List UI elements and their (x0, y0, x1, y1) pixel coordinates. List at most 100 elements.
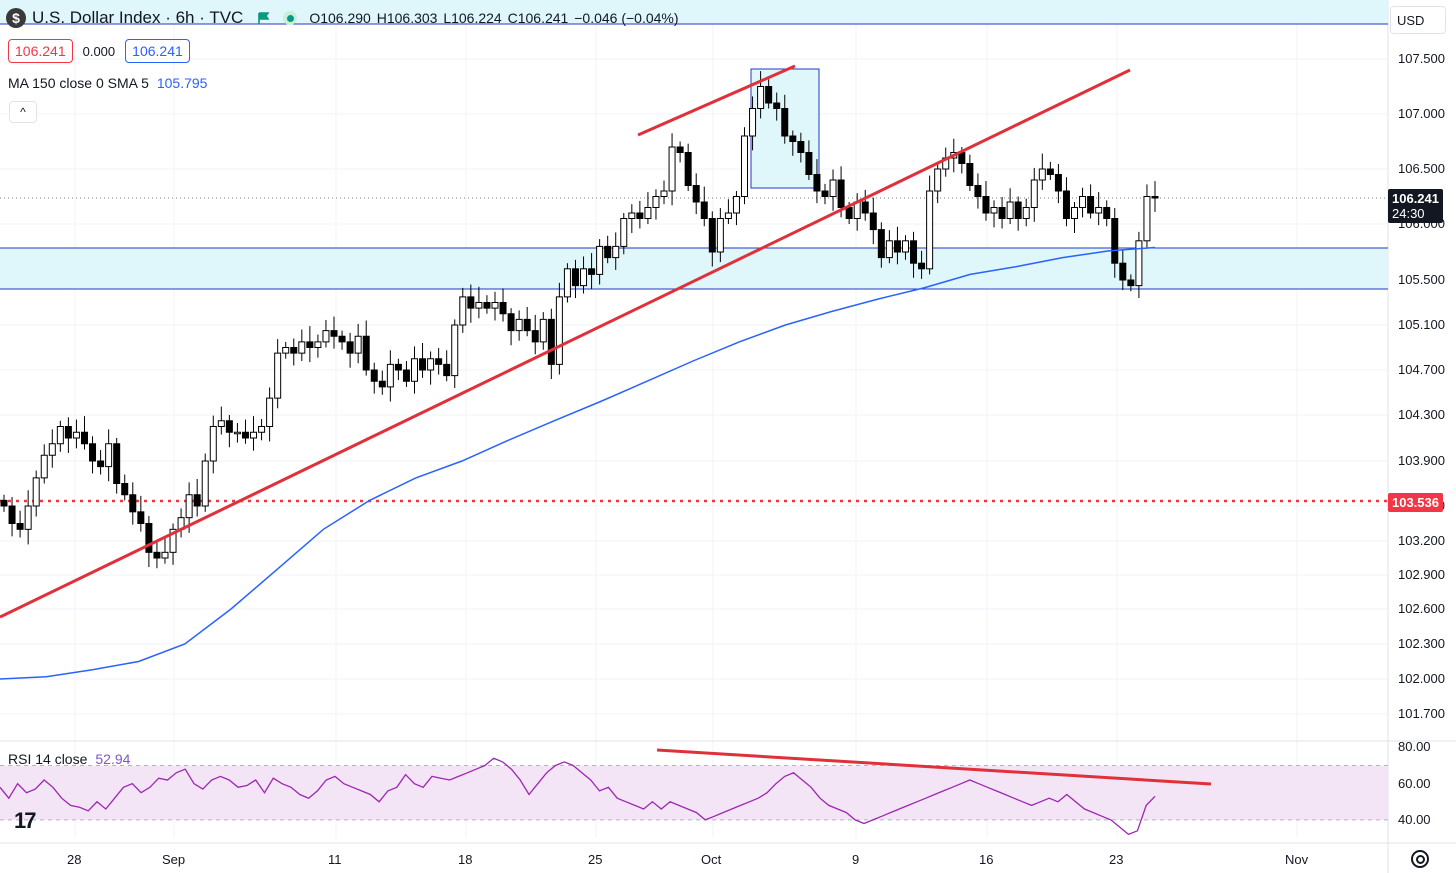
candle-body (491, 302, 499, 309)
candle-body (1046, 168, 1054, 175)
candle-body (290, 347, 298, 354)
candle-body (676, 146, 684, 153)
time-tick-label: 11 (328, 852, 342, 867)
candle-body (757, 86, 765, 109)
price-tick-label: 103.900 (1398, 453, 1445, 468)
candle-body (410, 358, 418, 382)
price-tick-label: 104.300 (1398, 407, 1445, 422)
time-tick-label: 9 (852, 852, 860, 867)
candle-body (1151, 196, 1159, 199)
candle-body (596, 245, 604, 275)
collapse-legend-button[interactable]: ^ (9, 101, 37, 123)
flag-icon[interactable] (257, 11, 271, 25)
current-price-value: 106.241 (1392, 191, 1439, 206)
candle-body (394, 363, 402, 371)
candle-body (105, 443, 113, 468)
candle-body (153, 551, 161, 559)
gear-icon[interactable] (1411, 850, 1429, 868)
tradingview-logo-icon[interactable]: 17 (14, 808, 37, 833)
time-tick-label: 16 (979, 852, 994, 867)
rsi-label: RSI 14 close (8, 751, 88, 767)
candle-body (24, 505, 32, 530)
ma-value: 105.795 (156, 75, 208, 91)
candle-body (209, 426, 217, 462)
candle-body (781, 108, 789, 137)
candle-body (765, 86, 773, 104)
candle-body (113, 443, 121, 484)
market-status-icon[interactable] (283, 11, 298, 25)
candle-body (885, 240, 893, 259)
buy-price-button[interactable]: 106.241 (125, 39, 190, 63)
bid-ask-row: 106.241 0.000 106.241 (8, 39, 190, 63)
ma-indicator-legend[interactable]: MA 150 close 0 SMA 5 105.795 (8, 75, 207, 91)
candle-body (749, 108, 757, 137)
candle-body (161, 551, 169, 559)
price-tick-label: 103.200 (1398, 533, 1445, 548)
candle-body (789, 135, 797, 142)
header-band (0, 0, 1388, 24)
candle-body (8, 505, 16, 524)
candle-body (1143, 196, 1151, 242)
candle-body (233, 431, 241, 435)
candle-body (531, 330, 539, 343)
candle-body (805, 152, 813, 175)
time-tick-label: 28 (67, 852, 82, 867)
candle-body (636, 212, 644, 219)
candle-body (40, 454, 48, 479)
candle-body (934, 168, 942, 192)
spread-value: 0.000 (82, 43, 116, 59)
ohlc-low: L106.224 (443, 10, 502, 26)
price-tick-label: 106.500 (1398, 161, 1445, 176)
candle-body (443, 363, 451, 377)
candle-body (201, 460, 209, 507)
rsi-indicator-legend[interactable]: RSI 14 close 52.94 (8, 751, 130, 767)
candle-body (346, 341, 354, 354)
ohlc-open: O106.290 (309, 10, 371, 26)
candle-body (700, 201, 708, 219)
sell-price-button[interactable]: 106.241 (8, 39, 73, 63)
ma-label: MA 150 close 0 SMA 5 (8, 75, 149, 91)
candle-body (644, 207, 652, 219)
candle-body (869, 212, 877, 231)
candle-body (483, 302, 491, 309)
time-tick-label: 25 (588, 852, 603, 867)
candle-body (362, 335, 370, 371)
candle-body (1111, 218, 1119, 264)
chevron-up-icon: ^ (20, 105, 26, 119)
candle-body (282, 347, 290, 354)
candle-body (386, 363, 394, 388)
candle-body (459, 296, 467, 326)
candle-body (563, 268, 571, 298)
candle-body (0, 499, 8, 507)
candle-body (427, 358, 435, 371)
candle-body (274, 352, 282, 399)
candle-body (266, 397, 274, 427)
candle-body (330, 330, 338, 337)
candle-body (732, 196, 740, 214)
candle-body (217, 420, 225, 427)
symbol-title[interactable]: U.S. Dollar Index · 6h · TVC (32, 8, 244, 27)
candle-body (813, 174, 821, 192)
candle-body (435, 358, 443, 365)
candle-body (708, 218, 716, 253)
candle-body (354, 335, 362, 354)
currency-selector[interactable]: USD (1390, 6, 1446, 34)
time-tick-label: Sep (162, 852, 186, 867)
candle-body (1127, 279, 1135, 287)
candle-body (419, 358, 427, 371)
price-tick-label: 102.600 (1398, 601, 1445, 616)
candle-body (539, 318, 547, 343)
candle-body (990, 207, 998, 214)
candle-body (185, 494, 193, 519)
peak-trendline (637, 64, 796, 137)
candle-body (837, 179, 845, 208)
ohlc-close: C106.241 (507, 10, 569, 26)
rsi-tick-label: 60.00 (1398, 775, 1431, 791)
candle-body (137, 511, 145, 525)
candle-body (547, 318, 555, 365)
candle-body (588, 268, 596, 275)
candle-countdown: 24:30 (1392, 206, 1425, 221)
candle-body (193, 494, 201, 507)
ascending-trendline (0, 68, 1131, 619)
